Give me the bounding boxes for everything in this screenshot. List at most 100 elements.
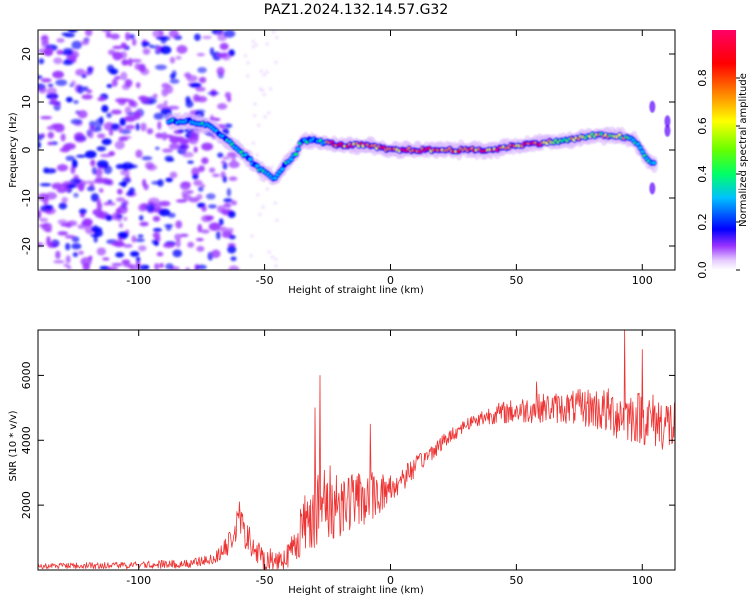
snr-frame xyxy=(37,329,676,571)
noise-blob xyxy=(198,165,205,172)
y-tick-label: 10 xyxy=(20,95,33,109)
noise-blob xyxy=(270,165,274,169)
noise-blob xyxy=(175,199,188,203)
noise-blob xyxy=(135,82,141,89)
noise-blob xyxy=(105,31,112,39)
noise-blob xyxy=(44,168,57,174)
noise-blob xyxy=(78,183,85,192)
noise-blob xyxy=(60,133,66,142)
noise-blob xyxy=(172,249,182,258)
noise-blob xyxy=(71,80,76,85)
noise-blob xyxy=(267,111,271,115)
noise-blob xyxy=(152,93,158,99)
ridge-core xyxy=(640,150,645,154)
noise-blob xyxy=(96,201,103,211)
colorbar-label: Normalized spectral amplitude xyxy=(738,73,749,227)
noise-blob xyxy=(71,243,82,250)
noise-blob xyxy=(74,135,87,143)
ridge-core xyxy=(295,147,301,151)
noise-blob xyxy=(46,87,57,96)
noise-blob xyxy=(101,30,113,33)
noise-blob xyxy=(179,233,189,237)
noise-blob xyxy=(82,262,91,270)
noise-blob xyxy=(201,206,207,212)
noise-blob xyxy=(261,88,265,92)
noise-blob xyxy=(71,159,78,169)
noise-blob xyxy=(160,35,171,41)
noise-blob xyxy=(111,78,118,87)
noise-blob xyxy=(118,181,128,186)
ridge-core xyxy=(638,146,643,150)
noise-blob xyxy=(158,208,171,217)
noise-blob xyxy=(96,160,109,169)
noise-blob xyxy=(54,102,61,106)
noise-blob xyxy=(200,229,210,234)
noise-blob xyxy=(107,202,116,206)
noise-blob xyxy=(274,257,278,261)
noise-blob xyxy=(258,212,262,216)
noise-blob xyxy=(273,201,277,205)
ridge-core xyxy=(280,167,285,171)
noise-blob xyxy=(38,133,44,141)
noise-blob xyxy=(95,212,107,219)
noise-blob xyxy=(192,173,199,180)
noise-blob xyxy=(117,126,124,133)
noise-blob xyxy=(72,252,79,258)
noise-blob xyxy=(153,112,164,120)
noise-blob xyxy=(54,123,65,133)
noise-blob xyxy=(106,84,113,88)
x-tick-label: 0 xyxy=(387,274,394,287)
noise-blob xyxy=(187,160,194,164)
x-tick-label: 50 xyxy=(509,574,523,587)
noise-blob xyxy=(108,129,114,136)
noise-blob xyxy=(101,104,109,113)
spectrogram-ridge xyxy=(164,100,671,195)
noise-blob xyxy=(97,96,106,102)
noise-blob xyxy=(194,33,201,41)
noise-blob xyxy=(228,161,240,169)
noise-blob xyxy=(165,263,174,270)
noise-blob xyxy=(169,73,176,80)
noise-blob xyxy=(198,76,207,84)
y-tick-label: 2000 xyxy=(20,491,33,519)
noise-blob xyxy=(120,71,128,81)
noise-blob xyxy=(253,102,257,106)
noise-blob xyxy=(265,187,269,191)
noise-blob xyxy=(118,231,129,239)
noise-blob xyxy=(75,154,87,158)
noise-blob xyxy=(157,179,164,187)
noise-blob xyxy=(65,242,71,251)
y-tick-label: 20 xyxy=(20,47,33,61)
noise-blob xyxy=(141,156,153,161)
colorbar-ticks: 0.0 0.2 0.4 0.6 0.8 xyxy=(696,69,740,279)
noise-blob xyxy=(96,146,107,152)
noise-blob xyxy=(53,260,65,264)
noise-blob xyxy=(78,250,84,255)
noise-blob xyxy=(143,183,149,191)
noise-blob xyxy=(82,86,89,92)
noise-blob xyxy=(165,224,172,231)
noise-blob xyxy=(118,136,129,142)
noise-blob xyxy=(77,224,87,230)
noise-blob xyxy=(159,45,172,55)
noise-blob xyxy=(61,197,68,203)
noise-blob xyxy=(55,79,68,86)
noise-blob xyxy=(81,74,87,79)
spectrogram-noise xyxy=(38,30,281,270)
noise-blob xyxy=(51,184,63,188)
noise-blob xyxy=(222,175,227,183)
noise-blob xyxy=(59,147,70,153)
noise-blob xyxy=(185,267,191,270)
noise-blob xyxy=(175,55,182,60)
noise-blob xyxy=(227,210,236,219)
noise-blob xyxy=(255,153,259,157)
noise-blob xyxy=(157,121,162,130)
noise-blob xyxy=(169,56,176,64)
noise-blob xyxy=(155,146,160,150)
noise-blob xyxy=(88,255,93,261)
snr-y-ticks: 2000 4000 6000 xyxy=(20,361,675,519)
noise-blob xyxy=(263,115,267,119)
spectrogram-x-label: Height of straight line (km) xyxy=(288,285,424,296)
noise-blob xyxy=(265,42,269,46)
noise-blob xyxy=(230,256,237,262)
